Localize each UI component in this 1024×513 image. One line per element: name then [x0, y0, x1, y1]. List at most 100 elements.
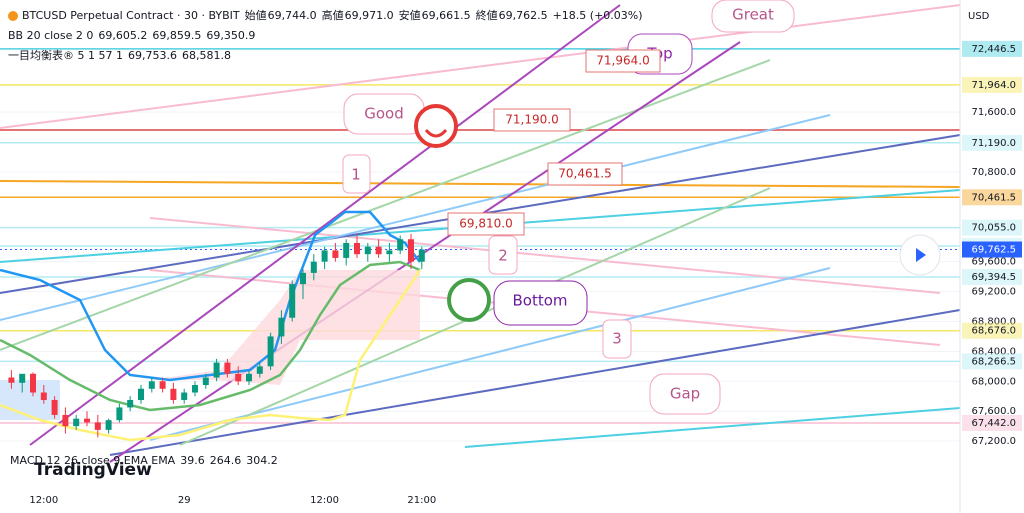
brand: TradingView — [34, 460, 152, 480]
candle-body — [235, 373, 242, 382]
price-label: 68,676.0 — [971, 326, 1016, 337]
candle-body — [321, 250, 328, 262]
price-label-bg — [962, 76, 1022, 93]
candle-body — [116, 407, 123, 421]
candle-body — [300, 272, 306, 285]
trend-line — [0, 4, 961, 129]
candle-body — [138, 388, 144, 400]
legend-text: 安値 — [399, 8, 421, 22]
candle-body — [397, 239, 404, 251]
price-label-bg — [962, 134, 1022, 151]
legend-text: 69,859.5 — [152, 29, 201, 42]
trend-line — [109, 41, 741, 463]
bubble — [711, 0, 795, 33]
callout-box — [547, 162, 623, 186]
candle-body — [246, 373, 252, 382]
price-label: 68,266.5 — [971, 356, 1016, 367]
legend-text: 39.6 — [180, 454, 205, 467]
candle-body — [181, 392, 188, 400]
candle-body — [170, 388, 177, 400]
candle-body — [343, 242, 350, 258]
price-axis-labels: 67,200.0 67,600.0 68,000.0 68,400.0 68,800.0… — [962, 40, 1022, 447]
candles — [8, 233, 425, 438]
candle-body — [278, 317, 285, 337]
y-tick-label: 68,800.0 — [971, 316, 1016, 327]
trend-line — [149, 217, 941, 294]
price-label: 69,394.5 — [971, 272, 1016, 283]
candle-body — [224, 362, 231, 374]
legend-text: 69,971.0 — [345, 9, 394, 22]
price-label-bg — [962, 415, 1022, 432]
callout: 70,461.5 — [558, 167, 611, 181]
annotation: Gap — [670, 385, 700, 403]
legend-text: 69,762.5 — [499, 9, 548, 22]
annotation: Great — [732, 6, 774, 24]
price-label: 70,055.0 — [971, 223, 1016, 234]
face — [447, 278, 491, 322]
bubble — [488, 235, 518, 275]
candle-body — [289, 284, 296, 318]
trend-line — [149, 267, 831, 441]
callout: 71,190.0 — [505, 113, 558, 127]
y-tick-label: 69,200.0 — [971, 287, 1016, 298]
y-tick-label: 69,600.0 — [971, 257, 1016, 268]
legend-text: 69,661.5 — [422, 9, 471, 22]
bubble — [493, 280, 588, 326]
legend-text: 高値 — [322, 8, 344, 22]
price-label-bg — [962, 322, 1022, 339]
candle-body — [159, 381, 166, 389]
legend-text: 69,350.9 — [206, 29, 255, 42]
price-label: 72,446.5 — [971, 44, 1016, 55]
price-label: 69,762.5 — [971, 245, 1016, 256]
legend-text: 一目均衡表® 5 1 57 1 — [8, 48, 123, 62]
candle-body — [94, 422, 101, 430]
candle-body — [51, 399, 58, 415]
y-tick-label: 68,000.0 — [971, 376, 1016, 387]
legend-text: 68,581.8 — [182, 49, 231, 62]
candle-body — [310, 261, 317, 273]
price-label: 71,190.0 — [971, 138, 1016, 149]
candle-body — [202, 377, 209, 386]
candle-body — [30, 373, 36, 393]
legend-text: MACD 12 26 close 9 EMA EMA — [10, 454, 176, 467]
candle-body — [256, 366, 263, 374]
price-label-bg — [962, 269, 1022, 286]
price-label: 67,442.0 — [971, 418, 1016, 429]
candle-body — [213, 362, 220, 378]
legend-text: BTCUSD Perpetual Contract · 30 · BYBIT — [22, 9, 240, 22]
y-tick-label: 67,600.0 — [971, 406, 1016, 417]
candle-body — [127, 399, 134, 408]
bubble — [649, 373, 721, 415]
legend-text: 始値 — [245, 8, 267, 22]
candle-body — [375, 246, 382, 255]
price-label-bg — [962, 219, 1022, 236]
legend-text: BB 20 close 2 0 — [8, 29, 93, 42]
annotation: 3 — [612, 330, 622, 348]
legend-text: 69,744.0 — [268, 9, 317, 22]
price-label-bg — [962, 353, 1022, 370]
legend: BTCUSD Perpetual Contract · 30 · BYBIT 始値… — [8, 8, 643, 62]
smiley-mouth — [424, 128, 448, 138]
legend-text: 69,753.6 — [128, 49, 177, 62]
candle-body — [62, 414, 69, 427]
legend-text: 終値 — [476, 8, 498, 22]
candle-body — [418, 249, 425, 262]
candle-body — [19, 373, 26, 383]
indicator-lines — [0, 210, 422, 442]
annotations: Great Top Good 1 2 3 Bottom Gap 71,964.0… — [342, 0, 795, 415]
candle-body — [332, 250, 339, 258]
candle-body — [386, 250, 393, 255]
annotation: Good — [364, 105, 404, 123]
candle-body — [73, 418, 80, 427]
candle-body — [105, 420, 112, 430]
candle-body — [148, 381, 155, 389]
x-tick-label: 21:00 — [407, 495, 436, 506]
candle-body — [267, 336, 274, 367]
price-label: 70,461.5 — [971, 192, 1016, 203]
trend-line — [464, 407, 961, 448]
x-tick-label: 29 — [178, 495, 191, 506]
scroll-icon — [916, 248, 926, 262]
x-tick-label: 12:00 — [310, 495, 339, 506]
